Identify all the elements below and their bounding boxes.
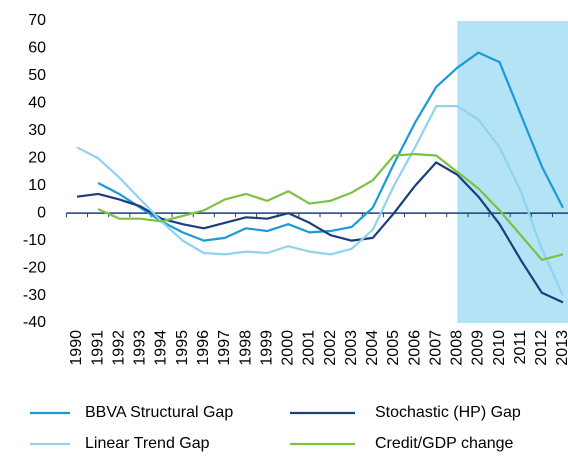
x-tick-label: 2008 xyxy=(449,330,466,366)
legend-label: Linear Trend Gap xyxy=(85,435,210,452)
x-tick-label: 1990 xyxy=(68,330,85,366)
y-tick-label: 40 xyxy=(28,95,46,112)
y-tick-label: 60 xyxy=(28,40,46,57)
x-tick-label: 1997 xyxy=(216,330,233,366)
x-tick-label: 1994 xyxy=(153,330,170,366)
x-tick-label: 2007 xyxy=(427,330,444,366)
series-line xyxy=(97,153,564,261)
x-tick-label: 1998 xyxy=(237,330,254,366)
x-tick-label: 2012 xyxy=(533,330,550,366)
x-tick-label: 2003 xyxy=(343,330,360,366)
x-tick-label: 1993 xyxy=(132,330,149,366)
x-tick-label: 2006 xyxy=(406,330,423,366)
y-tick-label: -20 xyxy=(23,259,46,276)
x-tick-label: 2010 xyxy=(491,330,508,366)
series-line xyxy=(76,105,564,296)
x-tick-label: 1992 xyxy=(110,330,127,366)
x-tick-label: 2004 xyxy=(364,330,381,366)
x-tick-label: 2000 xyxy=(280,330,297,366)
y-tick-label: 30 xyxy=(28,122,46,139)
series-line xyxy=(97,51,564,242)
y-tick-label: 50 xyxy=(28,67,46,84)
x-tick-label: 2011 xyxy=(512,330,529,365)
y-tick-label: -10 xyxy=(23,232,46,249)
x-tick-label: 2005 xyxy=(385,330,402,366)
y-tick-label: 0 xyxy=(37,204,46,221)
y-tick-label: -30 xyxy=(23,287,46,304)
x-tick-label: 1991 xyxy=(89,330,106,366)
x-tick-label: 1995 xyxy=(174,330,191,366)
legend-label: Stochastic (HP) Gap xyxy=(375,404,521,421)
x-tick-label: 2009 xyxy=(470,330,487,366)
legend-label: Credit/GDP change xyxy=(375,435,514,452)
x-tick-label: 1996 xyxy=(195,330,212,366)
x-tick-label: 2013 xyxy=(554,330,568,366)
y-tick-label: -40 xyxy=(23,314,46,331)
x-tick-label: 2001 xyxy=(301,330,318,366)
y-tick-label: 10 xyxy=(28,177,46,194)
legend-label: BBVA Structural Gap xyxy=(85,404,233,421)
y-tick-label: 70 xyxy=(28,12,46,29)
x-tick-label: 2002 xyxy=(322,330,339,366)
x-tick-label: 1999 xyxy=(258,330,275,366)
y-tick-label: 20 xyxy=(28,149,46,166)
